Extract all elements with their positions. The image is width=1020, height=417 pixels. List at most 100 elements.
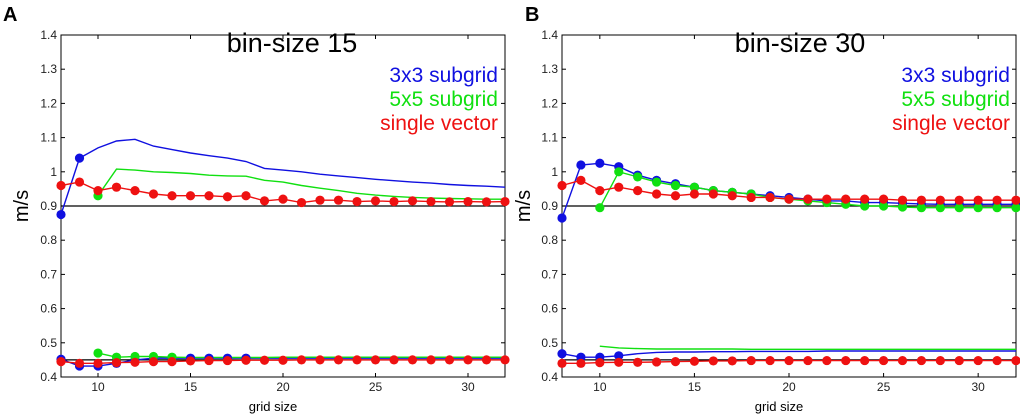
data-point xyxy=(557,213,567,223)
data-point xyxy=(148,189,159,199)
data-point xyxy=(935,203,945,213)
y-tick-label: 1.1 xyxy=(40,131,57,145)
data-point xyxy=(93,186,103,196)
data-point xyxy=(746,192,756,203)
data-point xyxy=(370,196,381,206)
data-point xyxy=(878,201,889,211)
x-tick-label: 30 xyxy=(461,380,475,394)
y-tick-label: 0.6 xyxy=(40,302,57,316)
data-point xyxy=(595,203,605,213)
data-point xyxy=(426,355,436,365)
data-point xyxy=(56,180,66,191)
data-point xyxy=(481,197,492,207)
x-tick-label: 15 xyxy=(688,380,702,394)
data-point xyxy=(860,355,870,366)
data-point xyxy=(670,357,681,367)
data-point xyxy=(444,355,455,365)
data-point xyxy=(296,197,307,208)
y-tick-label: 0.8 xyxy=(40,233,57,247)
y-tick-label: 1.4 xyxy=(541,28,558,42)
data-point xyxy=(444,197,455,207)
x-tick-label: 20 xyxy=(782,380,796,394)
data-point xyxy=(481,355,492,365)
data-point xyxy=(148,357,159,367)
data-point xyxy=(1011,195,1020,205)
data-point xyxy=(259,355,270,365)
data-point xyxy=(370,355,381,365)
data-point xyxy=(130,357,140,367)
data-point xyxy=(727,191,737,201)
data-point xyxy=(916,355,927,366)
x-tick-label: 20 xyxy=(276,380,290,394)
data-point xyxy=(746,355,756,366)
data-point xyxy=(765,192,775,203)
data-point xyxy=(352,355,362,365)
y-tick-label: 0.7 xyxy=(541,267,558,281)
data-point xyxy=(167,357,177,367)
chart-title: bin-size 30 xyxy=(735,28,866,58)
data-point xyxy=(315,195,325,205)
data-point xyxy=(651,177,662,187)
data-point xyxy=(1011,355,1020,366)
data-point xyxy=(56,357,66,367)
data-point xyxy=(204,355,214,366)
data-point xyxy=(822,194,832,204)
legend-entry: 5x5 subgrid xyxy=(901,88,1010,111)
x-axis-label: grid size xyxy=(249,399,297,414)
data-point xyxy=(500,355,510,365)
data-point xyxy=(841,194,851,204)
data-point xyxy=(576,175,586,185)
data-point xyxy=(916,203,927,213)
legend-entry: 5x5 subgrid xyxy=(389,88,498,111)
data-point xyxy=(822,355,832,366)
data-point xyxy=(93,348,103,358)
data-point xyxy=(111,358,122,368)
data-point xyxy=(389,196,399,207)
legend-entry: single vector xyxy=(892,112,1010,135)
x-tick-label: 15 xyxy=(184,380,198,394)
data-point xyxy=(93,358,103,368)
y-tick-label: 0.7 xyxy=(40,267,57,281)
series-line-3x3-subgrid xyxy=(60,138,506,215)
data-point xyxy=(614,357,624,367)
data-point xyxy=(860,201,870,211)
data-point xyxy=(973,203,983,213)
data-point xyxy=(633,357,643,367)
y-axis-label: m/s xyxy=(513,190,535,222)
data-point xyxy=(576,358,586,368)
data-point xyxy=(614,182,624,192)
data-point xyxy=(241,191,251,201)
series-line-5x5-subgrid-lower xyxy=(599,345,1016,350)
data-point xyxy=(333,195,344,205)
y-axis-label: m/s xyxy=(11,190,33,222)
data-point xyxy=(765,355,775,366)
data-point xyxy=(278,355,288,365)
data-point xyxy=(878,355,889,366)
data-point xyxy=(860,194,870,204)
data-point xyxy=(897,355,908,366)
data-point xyxy=(241,355,251,365)
x-tick-label: 30 xyxy=(971,380,985,394)
data-point xyxy=(463,355,473,365)
data-point xyxy=(278,194,288,204)
y-tick-label: 1 xyxy=(551,165,558,179)
panel-letter: B xyxy=(525,4,540,26)
data-point xyxy=(689,182,700,192)
data-point xyxy=(916,195,927,205)
data-point xyxy=(727,356,737,366)
x-tick-label: 10 xyxy=(91,380,105,394)
data-point xyxy=(557,358,567,368)
data-point xyxy=(897,202,908,212)
chart-panel-b: B 0.4 0.5 0.6 0.7 0.8 0.9 1 1.1 1.2 1.3 1.4 10 15 20 2… xyxy=(510,0,1020,417)
data-point xyxy=(973,355,983,366)
x-tick-label: 10 xyxy=(593,380,607,394)
data-point xyxy=(557,180,567,191)
data-point xyxy=(803,355,813,366)
y-tick-label: 1 xyxy=(50,165,57,179)
y-tick-label: 0.9 xyxy=(40,199,57,213)
data-point xyxy=(651,189,662,199)
data-point xyxy=(74,153,85,163)
data-point xyxy=(651,357,662,367)
x-tick-label: 25 xyxy=(877,380,891,394)
data-point xyxy=(784,355,794,366)
